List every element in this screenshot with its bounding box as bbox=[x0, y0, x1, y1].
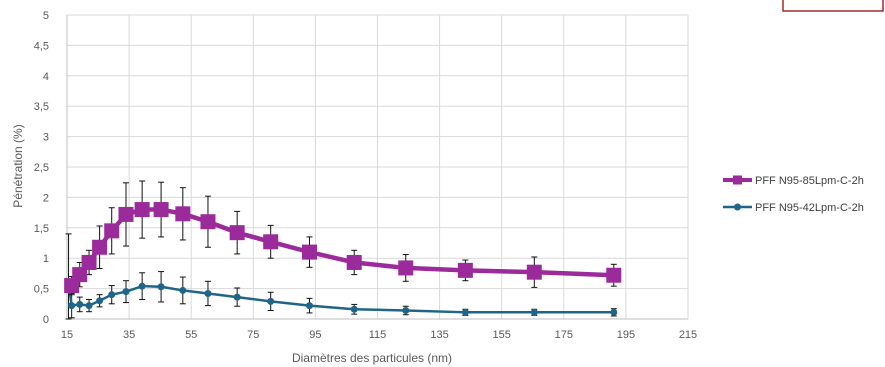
y-tick-label: 4 bbox=[43, 71, 49, 83]
y-tick-label: 2 bbox=[43, 192, 49, 204]
y-axis-title: Pénétration (%) bbox=[11, 124, 25, 207]
y-tick-label: 1 bbox=[43, 253, 49, 265]
data-point bbox=[118, 206, 134, 222]
legend-marker bbox=[733, 175, 742, 185]
y-tick-label: 3,5 bbox=[34, 101, 49, 113]
data-point bbox=[157, 283, 165, 291]
x-tick-label: 195 bbox=[617, 329, 635, 341]
y-tick-label: 1,5 bbox=[34, 223, 49, 235]
data-point bbox=[402, 306, 410, 314]
x-tick-label: 55 bbox=[185, 329, 197, 341]
y-axis-ticks: 0 0,5 1 1,5 2 2,5 3 3,5 4 4,5 5 bbox=[34, 10, 49, 326]
data-point bbox=[175, 206, 191, 222]
data-point bbox=[530, 308, 538, 316]
y-tick-label: 3 bbox=[43, 132, 49, 144]
data-point bbox=[96, 297, 104, 305]
y-tick-label: 2,5 bbox=[34, 162, 49, 174]
x-tick-label: 155 bbox=[493, 329, 511, 341]
x-axis-title: Diamètres des particules (nm) bbox=[292, 351, 452, 365]
x-tick-label: 15 bbox=[61, 329, 73, 341]
data-point bbox=[104, 223, 120, 239]
gridlines bbox=[67, 14, 689, 319]
data-point bbox=[267, 297, 275, 305]
data-point bbox=[68, 302, 76, 310]
data-point bbox=[138, 282, 146, 290]
data-point bbox=[346, 254, 362, 270]
data-point bbox=[229, 225, 245, 241]
data-point bbox=[263, 234, 279, 250]
legend-label: PFF N95-42Lpm-C-2h bbox=[755, 202, 864, 214]
y-tick-label: 0,5 bbox=[34, 284, 49, 296]
data-point bbox=[179, 286, 187, 294]
data-point bbox=[76, 300, 84, 308]
x-tick-label: 75 bbox=[247, 329, 259, 341]
legend: PFF N95-85Lpm-C-2h PFF N95-42Lpm-C-2h bbox=[723, 175, 864, 214]
y-tick-label: 4,5 bbox=[34, 40, 49, 52]
x-tick-label: 135 bbox=[430, 329, 448, 341]
data-point bbox=[302, 244, 318, 260]
x-tick-label: 35 bbox=[123, 329, 135, 341]
data-point bbox=[233, 293, 241, 301]
data-point bbox=[153, 202, 169, 218]
axes bbox=[66, 15, 688, 320]
series-1 bbox=[65, 233, 618, 320]
data-point bbox=[204, 289, 212, 297]
data-point bbox=[350, 305, 358, 313]
data-point bbox=[108, 291, 116, 299]
x-axis-ticks: 15 35 55 75 95 115 135 155 175 195 215 bbox=[61, 329, 697, 341]
y-tick-label: 5 bbox=[43, 10, 49, 22]
x-tick-label: 115 bbox=[369, 329, 387, 341]
data-point bbox=[610, 308, 618, 316]
legend-marker bbox=[734, 203, 741, 211]
data-point bbox=[92, 239, 108, 255]
x-tick-label: 175 bbox=[555, 329, 573, 341]
data-point bbox=[526, 264, 542, 280]
y-tick-label: 0 bbox=[43, 314, 49, 326]
data-point bbox=[85, 302, 93, 310]
x-tick-label: 215 bbox=[679, 329, 697, 341]
series-0 bbox=[64, 180, 622, 296]
data-point bbox=[398, 260, 414, 276]
corner-box bbox=[782, 0, 884, 12]
legend-label: PFF N95-85Lpm-C-2h bbox=[755, 175, 864, 187]
data-point bbox=[72, 267, 88, 283]
data-point bbox=[81, 254, 97, 270]
data-point bbox=[122, 288, 130, 296]
data-point bbox=[134, 202, 150, 218]
data-point bbox=[306, 302, 314, 310]
data-point bbox=[457, 262, 473, 278]
data-point bbox=[606, 267, 622, 283]
x-tick-label: 95 bbox=[309, 329, 321, 341]
data-point bbox=[200, 214, 216, 230]
plot-area bbox=[64, 180, 622, 320]
data-point bbox=[461, 308, 469, 316]
